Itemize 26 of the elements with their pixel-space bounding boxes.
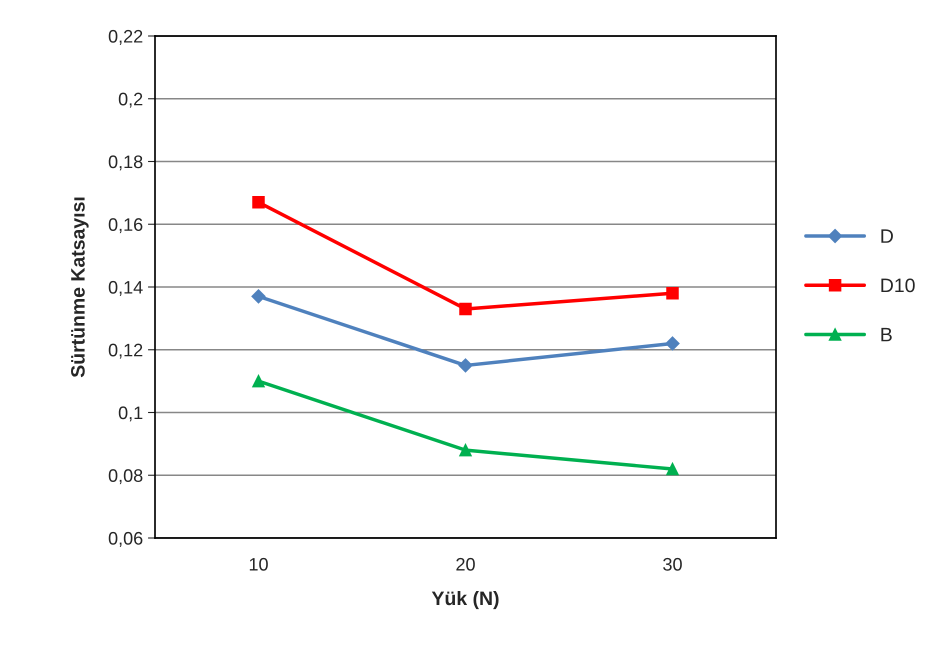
x-tick-label: 10: [250, 558, 268, 571]
point: [252, 196, 265, 209]
y-tick-label: 0,06: [108, 532, 142, 547]
y-tick-label: 0,1: [118, 406, 142, 422]
y-tick-label: 0,16: [108, 218, 142, 234]
point: [459, 444, 472, 456]
x-tick-label: 20: [456, 558, 475, 571]
point: [459, 302, 472, 316]
y-tick-label: 0,18: [108, 155, 142, 170]
legend-label: D10: [881, 278, 915, 292]
y-tick-label: 0,2: [118, 92, 142, 108]
point: [665, 336, 680, 351]
point: [458, 358, 473, 373]
legend-label: B: [881, 328, 892, 342]
legend-label: D: [881, 229, 893, 243]
point: [666, 462, 679, 476]
y-tick-label: 0,14: [108, 280, 143, 296]
x-axis-title: Yük (N): [432, 590, 499, 610]
y-tick-label: 0,22: [108, 30, 142, 45]
point: [251, 289, 266, 304]
point: [666, 287, 679, 300]
y-axis-title: Sürtünme Katsayısı: [71, 198, 89, 378]
x-tick-label: 30: [663, 558, 682, 571]
point: [252, 374, 265, 388]
y-tick-label: 0,08: [108, 469, 142, 484]
y-tick-label: 0,12: [108, 344, 142, 359]
